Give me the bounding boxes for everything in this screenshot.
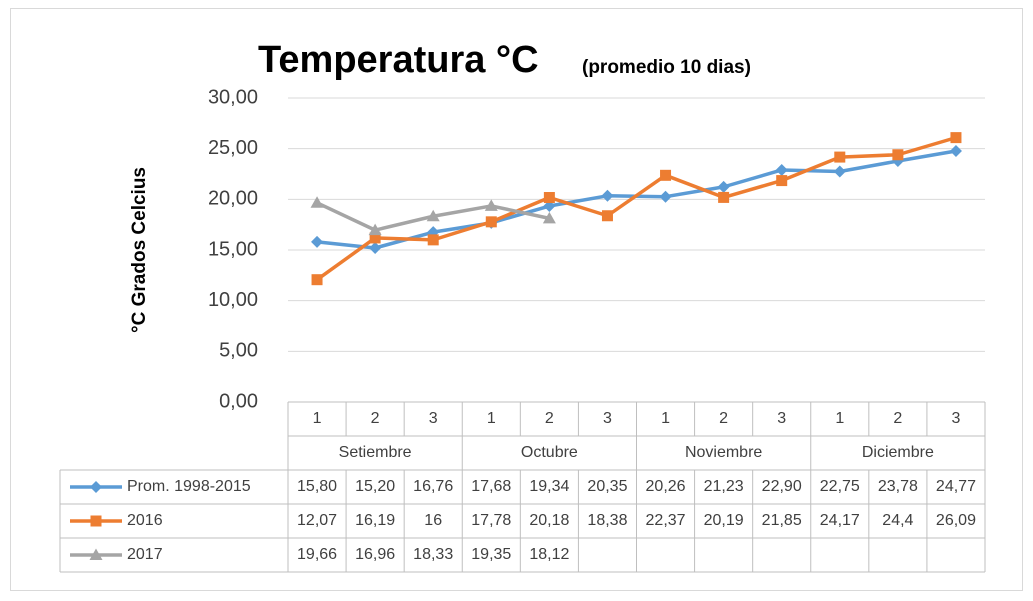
table-value: 19,35 [471, 546, 511, 563]
chart-subtitle: (promedio 10 dias) [582, 57, 751, 78]
table-value: 20,35 [587, 478, 627, 495]
table-value: 22,75 [820, 478, 860, 495]
data-point [949, 144, 962, 157]
y-tick-label: 0,00 [219, 390, 258, 412]
data-point [311, 235, 324, 248]
x-tick-label: 3 [429, 410, 438, 427]
legend-marker [90, 515, 102, 527]
table-value: 17,68 [471, 478, 511, 495]
data-point [485, 216, 497, 228]
group-label: Noviembre [685, 444, 762, 461]
group-label: Octubre [521, 444, 578, 461]
table-value: 18,12 [529, 546, 569, 563]
data-point [718, 191, 730, 203]
x-tick-label: 2 [893, 410, 902, 427]
data-point [369, 232, 381, 244]
y-tick-label: 20,00 [208, 188, 258, 210]
table-value: 19,34 [529, 478, 569, 495]
data-point [369, 241, 382, 254]
data-point [601, 210, 613, 222]
data-point [543, 192, 555, 204]
data-point [426, 209, 440, 222]
data-point [833, 165, 846, 178]
x-tick-label: 2 [719, 410, 728, 427]
x-tick-label: 3 [603, 410, 612, 427]
table-value: 12,07 [297, 512, 337, 529]
data-point [368, 223, 382, 236]
y-axis-label: °C Grados Celcius [129, 167, 150, 333]
x-tick-label: 2 [545, 410, 554, 427]
table-value: 20,18 [529, 512, 569, 529]
table-value: 19,66 [297, 546, 337, 563]
group-label: Setiembre [339, 444, 412, 461]
y-tick-label: 15,00 [208, 238, 258, 260]
data-point [950, 132, 962, 144]
y-tick-label: 25,00 [208, 137, 258, 159]
x-tick-label: 3 [952, 410, 961, 427]
y-tick-label: 10,00 [208, 289, 258, 311]
x-tick-label: 3 [777, 410, 786, 427]
legend-label: 2017 [127, 546, 163, 563]
y-tick-label: 5,00 [219, 340, 258, 362]
group-label: Diciembre [862, 444, 934, 461]
data-point [834, 151, 846, 163]
x-tick-label: 1 [313, 410, 322, 427]
data-point [542, 211, 556, 224]
chart-title: Temperatura °C [258, 39, 539, 81]
data-point [776, 175, 788, 187]
x-tick-label: 1 [835, 410, 844, 427]
x-tick-label: 2 [371, 410, 380, 427]
legend-label: Prom. 1998-2015 [127, 478, 251, 495]
y-tick-label: 30,00 [208, 86, 258, 108]
table-value: 26,09 [936, 512, 976, 529]
table-value: 24,17 [820, 512, 860, 529]
table-value: 18,33 [413, 546, 453, 563]
table-value: 15,20 [355, 478, 395, 495]
table-value: 15,80 [297, 478, 337, 495]
chart-frame [10, 8, 1023, 591]
table-value: 16 [424, 512, 442, 529]
x-tick-label: 1 [661, 410, 670, 427]
table-value: 24,77 [936, 478, 976, 495]
data-point [775, 163, 788, 176]
table-value: 23,78 [878, 478, 918, 495]
series-line [316, 135, 957, 282]
table-value: 20,19 [704, 512, 744, 529]
legend-label: 2016 [127, 512, 163, 529]
data-point [427, 234, 439, 246]
table-value: 20,26 [646, 478, 686, 495]
table-value: 22,37 [646, 512, 686, 529]
data-point [310, 196, 324, 208]
data-point [484, 199, 498, 211]
table-value: 16,96 [355, 546, 395, 563]
data-point [659, 190, 672, 203]
table-value: 17,78 [471, 512, 511, 529]
data-point [311, 274, 323, 286]
table-value: 18,38 [587, 512, 627, 529]
legend-marker [90, 481, 102, 493]
table-value: 21,23 [704, 478, 744, 495]
table-value: 16,19 [355, 512, 395, 529]
data-point [717, 180, 730, 193]
data-point [601, 189, 614, 202]
table-value: 21,85 [762, 512, 802, 529]
data-point [892, 149, 904, 161]
table-value: 22,90 [762, 478, 802, 495]
table-value: 24,4 [882, 512, 913, 529]
x-tick-label: 1 [487, 410, 496, 427]
table-value: 16,76 [413, 478, 453, 495]
data-point [543, 200, 556, 213]
data-point [660, 169, 672, 181]
legend-marker [89, 548, 103, 560]
